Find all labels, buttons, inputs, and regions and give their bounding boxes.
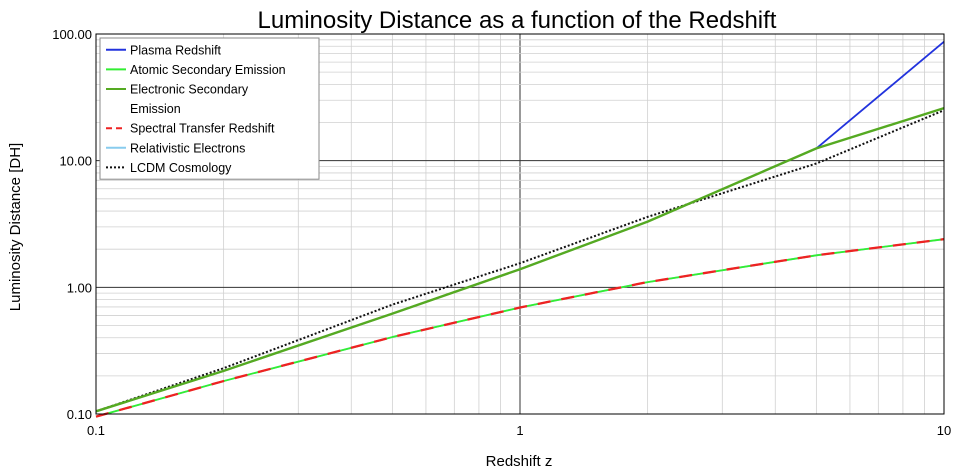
grid <box>96 34 944 414</box>
tick-labels: 0.1 1 10 0.10 1.00 10.00 100.00 <box>52 27 951 438</box>
y-tick-label: 1.00 <box>67 280 92 295</box>
y-tick-label: 0.10 <box>67 407 92 422</box>
series-line-2 <box>95 106 945 413</box>
series-layer <box>95 40 945 418</box>
x-tick-label: 1 <box>516 423 523 438</box>
legend-label: Electronic Secondary <box>130 83 249 97</box>
series-line-5 <box>95 109 945 413</box>
y-axis-label: Luminosity Distance [DH] <box>7 143 24 311</box>
chart-title: Luminosity Distance as a function of the… <box>258 7 777 34</box>
x-axis-label: Redshift z <box>486 453 553 470</box>
y-tick-label: 100.00 <box>52 27 92 42</box>
legend-label: Spectral Transfer Redshift <box>130 122 275 136</box>
legend-box <box>99 37 320 180</box>
series-line-3 <box>95 238 945 418</box>
legend-label: Plasma Redshift <box>130 43 222 57</box>
x-tick-label: 0.1 <box>87 423 105 438</box>
legend-label: LCDM Cosmology <box>130 161 232 175</box>
legend: Plasma Redshift Atomic Secondary Emission… <box>99 37 320 180</box>
legend-label: Relativistic Electrons <box>130 141 245 155</box>
legend-label: Emission <box>130 102 181 116</box>
plot-frame <box>95 33 945 415</box>
legend-label: Atomic Secondary Emission <box>130 63 286 77</box>
x-tick-label: 10 <box>937 423 951 438</box>
y-tick-label: 10.00 <box>59 154 92 169</box>
